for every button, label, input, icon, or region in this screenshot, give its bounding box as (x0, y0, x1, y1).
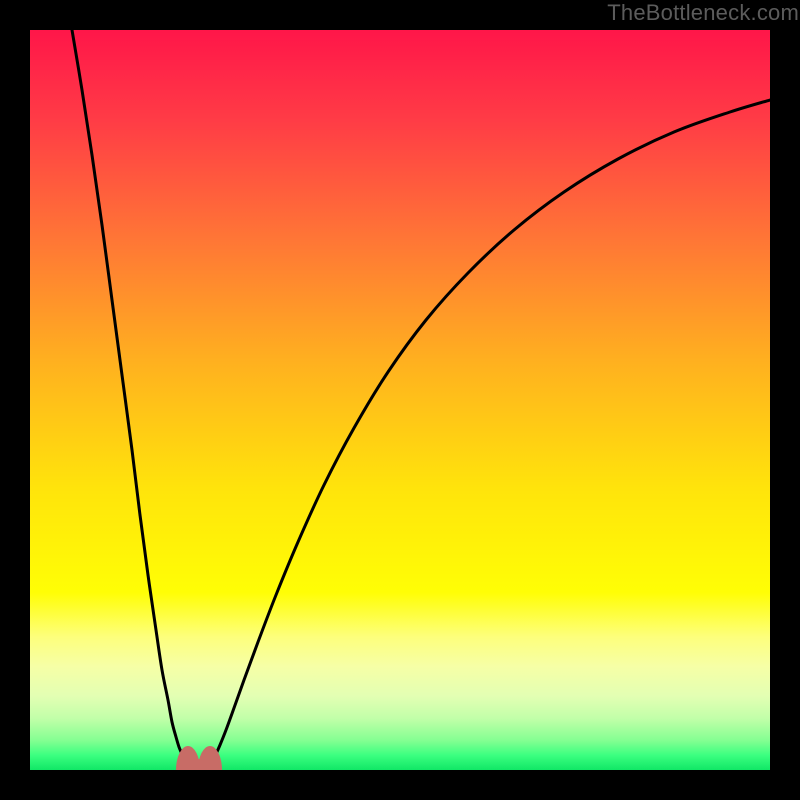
watermark-text: TheBottleneck.com (607, 0, 799, 26)
bottleneck-bump (176, 746, 222, 770)
plot-area (30, 30, 770, 770)
frame-border-bottom (0, 770, 800, 800)
right-curve (214, 100, 770, 758)
chart-frame: TheBottleneck.com (0, 0, 800, 800)
bump-bridge (188, 759, 210, 770)
left-curve (72, 30, 184, 758)
curves-layer (30, 30, 770, 770)
frame-border-right (770, 0, 800, 800)
frame-border-left (0, 0, 30, 800)
